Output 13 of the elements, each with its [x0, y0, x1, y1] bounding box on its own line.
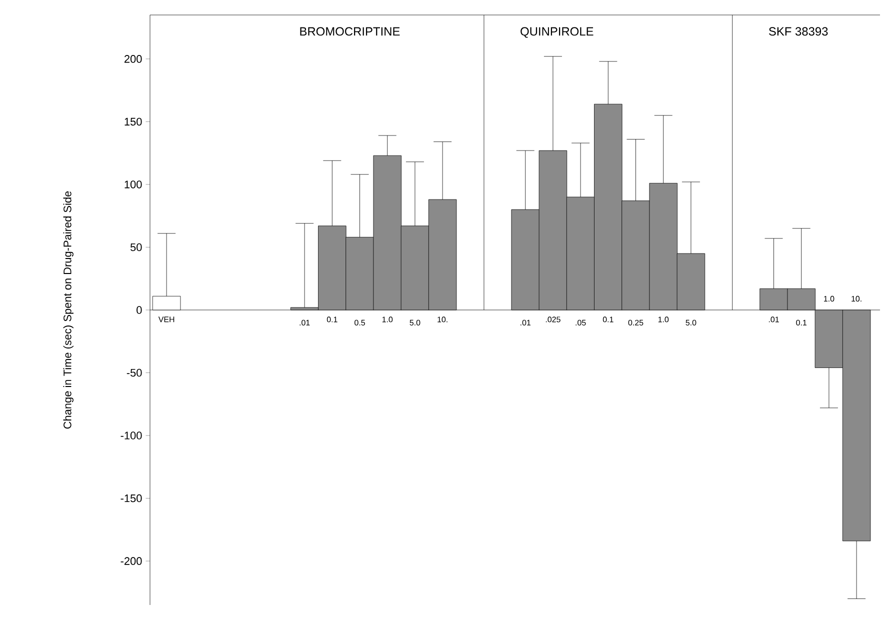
- y-tick-label: 150: [124, 118, 142, 126]
- y-tick-label: 0: [136, 306, 142, 314]
- annotation: QUINPIROLE: [520, 27, 594, 38]
- y-tick-label: -200: [120, 557, 142, 565]
- y-tick-label: 50: [130, 243, 142, 252]
- y-tick-label: 200: [124, 55, 142, 63]
- y-tick-label: -50: [126, 368, 142, 377]
- annotation: SKF 38393: [768, 27, 828, 36]
- y-tick-label: 100: [124, 180, 142, 188]
- annotation: BROMOCRIPTINE: [300, 27, 400, 36]
- y-axis-title: Change in Time (sec) Spent on Drug-Paired Side: [63, 191, 74, 429]
- y-tick-label: -150: [120, 494, 142, 502]
- y-tick-label: -100: [120, 432, 142, 440]
